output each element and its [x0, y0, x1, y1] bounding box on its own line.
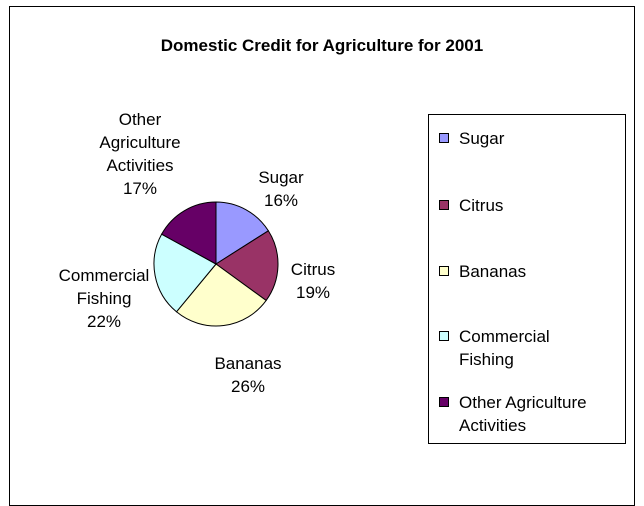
data-label-percent: 26% — [230, 377, 266, 396]
data-label-bananas: Bananas 26% — [214, 352, 281, 398]
pie-chart — [153, 201, 279, 327]
data-label-citrus: Citrus 19% — [291, 258, 335, 304]
legend-label-line: Commercial — [459, 327, 550, 346]
data-label-percent: 19% — [295, 283, 331, 302]
legend-label-line: Other Agriculture — [459, 393, 587, 412]
legend-label-line: Sugar — [459, 129, 505, 148]
data-label-name: Citrus — [290, 260, 336, 279]
data-label-name: Commercial — [58, 266, 150, 285]
legend-label-line: Citrus — [459, 196, 504, 215]
legend-label-line: Bananas — [459, 262, 527, 281]
legend-swatch — [439, 266, 449, 276]
pie-slice-commercial-fishing — [153, 233, 217, 313]
legend-label: Other Agriculture Activities — [459, 391, 627, 437]
legend-swatch — [439, 200, 449, 210]
data-label-name: Fishing — [76, 289, 132, 308]
pie-slice-sugar — [215, 201, 270, 265]
data-label-name: Bananas — [214, 354, 282, 373]
legend-label-line: Fishing — [459, 350, 514, 369]
legend-swatch — [439, 133, 449, 143]
data-label-name: Agriculture — [99, 133, 181, 152]
legend-label-line: Activities — [459, 416, 527, 435]
data-label-other-agriculture-activities: Other Agriculture Activities 17% — [99, 108, 180, 200]
legend-label: Bananas — [459, 260, 627, 283]
legend-label: Sugar — [459, 127, 627, 150]
pie-slice-bananas — [175, 263, 267, 327]
legend-label: Commercial Fishing — [459, 325, 627, 371]
pie-slice-citrus — [215, 230, 279, 302]
legend-swatch — [439, 331, 449, 341]
data-label-name: Activities — [106, 156, 174, 175]
data-label-percent: 22% — [86, 312, 122, 331]
pie-slice-other-agriculture-activities — [160, 201, 217, 265]
legend-label: Citrus — [459, 194, 627, 217]
legend-swatch — [439, 397, 449, 407]
data-label-commercial-fishing: Commercial Fishing 22% — [59, 264, 150, 333]
data-label-percent: 17% — [122, 179, 158, 198]
chart-title: Domestic Credit for Agriculture for 2001 — [160, 36, 484, 55]
data-label-sugar: Sugar 16% — [258, 166, 303, 212]
data-label-percent: 16% — [263, 191, 299, 210]
data-label-name: Sugar — [258, 168, 304, 187]
legend: Sugar Citrus Bananas Commercial Fishing Other… — [428, 114, 626, 444]
data-label-name: Other — [118, 110, 162, 129]
